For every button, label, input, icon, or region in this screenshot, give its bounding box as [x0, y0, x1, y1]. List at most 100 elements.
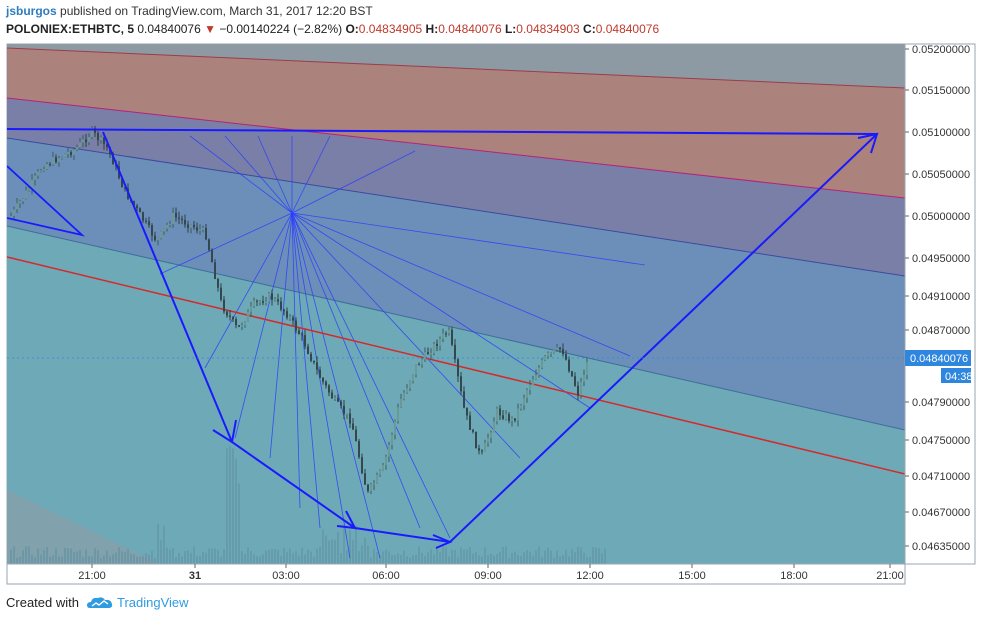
- candle-body: [367, 484, 369, 491]
- candle-body: [466, 407, 468, 416]
- high-value: 0.04840076: [438, 22, 502, 36]
- candle-body: [394, 420, 396, 435]
- symbol-label: POLONIEX:ETHBTC, 5: [6, 22, 135, 36]
- volume-bar: [472, 553, 474, 564]
- candle-body: [103, 137, 105, 144]
- candle-body: [349, 413, 351, 424]
- candle-body: [22, 198, 24, 202]
- candle-body: [31, 179, 33, 189]
- volume-bar: [139, 556, 141, 564]
- volume-bar: [301, 547, 303, 564]
- volume-bar: [298, 555, 300, 564]
- candle-body: [577, 385, 579, 396]
- fan-line: [234, 212, 293, 439]
- volume-bar: [547, 548, 549, 564]
- volume-bar: [538, 546, 540, 564]
- candle-body: [304, 335, 306, 347]
- price-tick-label: 0.05200000: [912, 44, 970, 56]
- footer: Created with TradingView: [6, 595, 189, 610]
- candle-body: [535, 375, 537, 380]
- volume-bar: [118, 547, 120, 564]
- volume-bar: [241, 551, 243, 564]
- volume-bar: [379, 555, 381, 564]
- volume-bar: [517, 555, 519, 564]
- candle-body: [112, 153, 114, 165]
- candle-body: [64, 154, 66, 158]
- candle-body: [430, 353, 432, 355]
- fan-line: [291, 135, 331, 214]
- candle-body: [301, 334, 303, 336]
- publish-line: jsburgos published on TradingView.com, M…: [6, 4, 373, 18]
- candle-body: [133, 201, 135, 206]
- volume-bar: [559, 556, 561, 564]
- candle-body: [187, 224, 189, 228]
- candle-body: [196, 227, 198, 231]
- volume-bar: [217, 549, 219, 564]
- volume-bar: [220, 556, 222, 564]
- volume-bar: [28, 546, 30, 564]
- price-axis[interactable]: [904, 43, 976, 565]
- volume-bar: [556, 550, 558, 564]
- candle-body: [322, 377, 324, 382]
- volume-bar: [223, 549, 225, 564]
- candle-body: [205, 227, 207, 240]
- volume-bar: [358, 551, 360, 564]
- candle-body: [469, 415, 471, 430]
- volume-bar: [52, 555, 54, 564]
- volume-bar: [286, 551, 288, 564]
- last-price: 0.04840076: [137, 22, 201, 36]
- candle-body: [214, 262, 216, 279]
- volume-bar: [133, 554, 135, 564]
- candle-body: [448, 329, 450, 334]
- volume-bar: [454, 549, 456, 564]
- fan-line: [291, 212, 591, 409]
- candle-body: [328, 385, 330, 393]
- volume-bar: [337, 531, 339, 564]
- candle-body: [253, 300, 255, 307]
- fan-line: [159, 212, 293, 275]
- time-axis[interactable]: [6, 563, 906, 585]
- volume-bar: [463, 549, 465, 564]
- volume-bar: [259, 556, 261, 564]
- candle-body: [565, 354, 567, 360]
- price-tick-label: 0.05150000: [912, 85, 970, 97]
- symbol-line: POLONIEX:ETHBTC, 5 0.04840076 ▼ −0.00140…: [6, 22, 659, 36]
- candle-body: [337, 398, 339, 402]
- candle-body: [409, 381, 411, 389]
- volume-bar: [523, 552, 525, 564]
- countdown-tag: [941, 368, 971, 383]
- close-label: C:: [583, 22, 596, 36]
- published-text: published on TradingView.com, March 31, …: [60, 4, 373, 18]
- candle-body: [424, 352, 426, 360]
- candle-body: [553, 349, 555, 353]
- volume-bar: [541, 556, 543, 564]
- tradingview-link[interactable]: TradingView: [116, 595, 189, 610]
- channel-band-top: [7, 44, 905, 88]
- volume-bar: [115, 552, 117, 564]
- volume-bar: [577, 546, 579, 564]
- candle-body: [493, 421, 495, 433]
- candle-body: [151, 225, 153, 236]
- author-link[interactable]: jsburgos: [6, 4, 57, 18]
- candle-body: [250, 306, 252, 312]
- candle-body: [148, 221, 150, 226]
- candle-body: [457, 359, 459, 377]
- volume-bar: [400, 554, 402, 564]
- volume-bar: [271, 548, 273, 564]
- volume-bar: [445, 547, 447, 564]
- volume-bar: [346, 550, 348, 564]
- volume-bar: [490, 553, 492, 564]
- time-tick-label: 06:00: [372, 570, 400, 582]
- volume-bar: [580, 547, 582, 564]
- volume-bar: [10, 549, 12, 564]
- volume-bar: [313, 556, 315, 564]
- volume-bar: [568, 556, 570, 564]
- candle-body: [346, 413, 348, 415]
- candle-body: [202, 227, 204, 230]
- candle-body: [421, 359, 423, 365]
- fan-line: [204, 212, 293, 369]
- price-chart[interactable]: 0.05200000 0.05150000 0.05100000 0.05050000…: [0, 38, 983, 588]
- candle-body: [490, 432, 492, 438]
- candle-body: [235, 319, 237, 326]
- volume-bar: [535, 550, 537, 564]
